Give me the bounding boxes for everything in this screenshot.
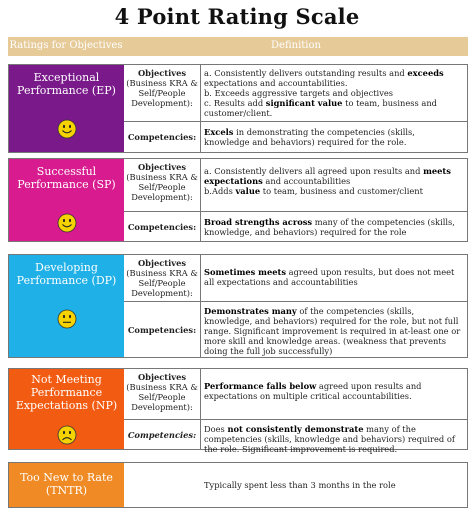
rating-name: Too New to Rate (TNTR) [20,471,113,497]
competencies-row: Competencies: Broad strengths across man… [124,211,467,241]
rating-block-tntr: Too New to Rate (TNTR) Typically spent l… [8,462,468,508]
competencies-label: Competencies: [124,302,201,357]
happy-face-icon [57,213,76,233]
objectives-label: Objectives (Business KRA & Self/People D… [124,159,201,211]
sad-face-icon [57,425,76,445]
competencies-text: Excels in demonstrating the competencies… [204,127,415,147]
rating-block-dp: Developing Performance (DP) Objectives (… [8,254,468,358]
page-title: 4 Point Rating Scale [114,4,360,29]
competencies-row: Competencies: Does not consistently demo… [124,419,467,454]
rating-cell-tntr: Too New to Rate (TNTR) [9,463,124,507]
header-ratings: Ratings for Objectives [9,40,123,51]
rating-cell-ep: Exceptional Performance (EP) [9,65,124,152]
header-definition: Definition [271,40,321,51]
definition-dp: Objectives (Business KRA & Self/People D… [124,255,467,357]
objectives-row: Objectives (Business KRA & Self/People D… [124,369,467,419]
objectives-text: Sometimes meets agreed upon results, but… [204,267,463,287]
rating-cell-dp: Developing Performance (DP) [9,255,124,357]
definition-np: Objectives (Business KRA & Self/People D… [124,369,467,454]
rating-name: Not Meeting Performance Expectations (NP… [15,373,118,412]
objective-line: a. Consistently delivers outstanding res… [204,68,444,88]
rating-name: Developing Performance (DP) [16,261,117,287]
rating-block-ep: Exceptional Performance (EP) Objectives … [8,64,468,153]
competencies-row: Competencies: Excels in demonstrating th… [124,121,467,152]
definition-ep: Objectives (Business KRA & Self/People D… [124,65,467,152]
rating-cell-sp: Successful Performance (SP) [9,159,124,241]
competencies-label: Competencies: [124,122,201,152]
objectives-label: Objectives (Business KRA & Self/People D… [124,65,201,121]
objective-line: a. Consistently delivers all agreed upon… [204,166,451,186]
rating-block-sp: Successful Performance (SP) Objectives (… [8,158,468,242]
objective-line: b. Exceeds aggressive targets and object… [204,88,394,98]
happy-face-icon [57,119,76,139]
definition-tntr: Typically spent less than 3 months in th… [124,463,467,507]
tntr-definition: Typically spent less than 3 months in th… [204,480,396,490]
competencies-text: Does not consistently demonstrate many o… [204,424,455,454]
objective-line: Sometimes meets agreed upon results, but… [204,267,455,287]
competencies-label: Competencies: [124,420,201,449]
competencies-text: Demonstrates many of the competencies (s… [204,306,461,356]
rating-block-np: Not Meeting Performance Expectations (NP… [8,368,468,454]
objectives-row: Objectives (Business KRA & Self/People D… [124,65,467,121]
objectives-label: Objectives (Business KRA & Self/People D… [124,369,201,419]
objectives-row: Objectives (Business KRA & Self/People D… [124,159,467,211]
rating-name: Exceptional Performance (EP) [17,71,116,97]
competencies-row: Competencies: Demonstrates many of the c… [124,301,467,357]
objectives-row: Objectives (Business KRA & Self/People D… [124,255,467,301]
definition-sp: Objectives (Business KRA & Self/People D… [124,159,467,241]
rating-cell-np: Not Meeting Performance Expectations (NP… [9,369,124,449]
objectives-text: a. Consistently delivers outstanding res… [204,68,463,118]
objective-line: c. Results add significant value to team… [204,98,437,118]
competencies-label: Competencies: [124,212,201,241]
rating-name: Successful Performance (SP) [17,165,116,191]
objectives-text: Performance falls below agreed upon resu… [204,381,463,401]
competencies-text: Broad strengths across many of the compe… [204,217,455,237]
objective-line: b.Adds value to team, business and custo… [204,186,423,196]
objectives-label: Objectives (Business KRA & Self/People D… [124,255,201,301]
objective-line: Performance falls below agreed upon resu… [204,381,422,401]
table-header: Ratings for Objectives Definition [8,37,468,56]
neutral-face-icon [57,309,76,329]
objectives-text: a. Consistently delivers all agreed upon… [204,166,463,196]
